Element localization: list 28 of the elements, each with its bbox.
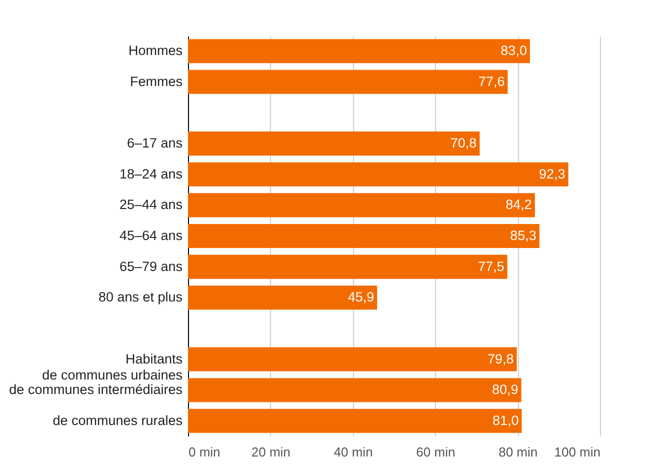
- data-label: 70,8: [450, 136, 477, 151]
- data-label: 81,0: [492, 412, 519, 428]
- y-tick-label: de communes intermédiaires: [9, 382, 183, 398]
- data-label: 79,8: [487, 351, 514, 366]
- data-label: 45,9: [348, 290, 374, 305]
- data-label: 83,0: [500, 43, 527, 58]
- y-tick-label: 18–24 ans: [119, 166, 183, 182]
- data-label: 85,3: [510, 228, 536, 243]
- x-tick-label: 20 min: [251, 444, 290, 460]
- y-tick-label: Habitants de communes urbaines: [42, 351, 183, 382]
- data-label: 80,9: [492, 382, 518, 398]
- data-label: 84,2: [506, 197, 532, 212]
- data-label: 77,6: [478, 74, 505, 89]
- y-tick-label: 25–44 ans: [119, 197, 183, 212]
- y-tick-label: Hommes: [128, 43, 183, 58]
- data-label: 77,5: [478, 258, 504, 274]
- data-label: 92,3: [538, 166, 566, 182]
- x-tick-label: 40 min: [334, 444, 373, 460]
- x-tick-label: 60 min: [416, 444, 456, 460]
- x-tick-label: 80 min: [498, 444, 538, 460]
- y-tick-label: 45–64 ans: [119, 228, 183, 243]
- y-tick-label: 65–79 ans: [119, 258, 183, 274]
- y-tick-label: 6–17 ans: [126, 136, 183, 151]
- x-tick-label: 100 min: [554, 444, 600, 460]
- y-tick-label: de communes rurales: [52, 412, 183, 428]
- y-tick-label: Femmes: [130, 74, 183, 89]
- x-tick-label: 0 min: [188, 444, 220, 460]
- y-tick-label: 80 ans et plus: [98, 290, 183, 305]
